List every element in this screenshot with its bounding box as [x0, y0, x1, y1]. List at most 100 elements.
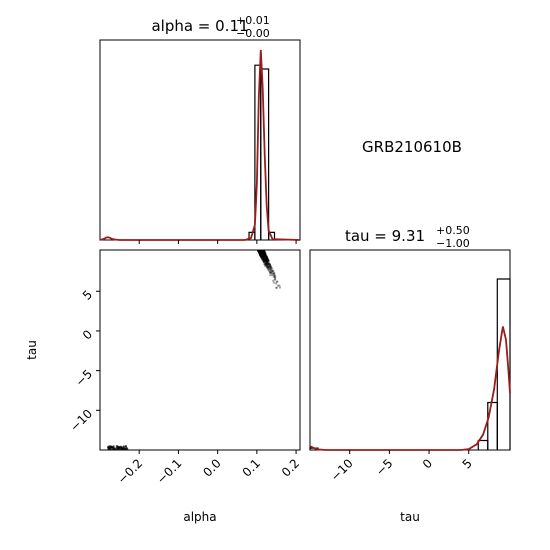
scatter-point — [260, 250, 263, 252]
scatter-point — [123, 448, 126, 450]
scatter-point — [260, 250, 263, 252]
scatter-point — [124, 448, 127, 450]
scatter-point — [258, 250, 261, 252]
scatter-point — [116, 448, 120, 450]
scatter-point — [261, 254, 264, 257]
scatter-point — [257, 250, 260, 253]
scatter-point — [258, 250, 261, 253]
scatter-point — [258, 250, 261, 252]
scatter-point — [259, 254, 263, 257]
scatter-point — [266, 257, 269, 260]
scatter-point — [265, 259, 268, 262]
scatter-point — [260, 253, 263, 256]
tau-x-axis-label: tau — [400, 510, 420, 524]
scatter-point — [261, 250, 264, 253]
scatter-point — [107, 446, 110, 449]
scatter-point — [115, 445, 119, 448]
scatter-point — [116, 447, 119, 450]
scatter-point — [263, 254, 266, 257]
scatter-point — [261, 250, 265, 253]
scatter-point — [266, 259, 269, 262]
scatter-point — [258, 250, 261, 253]
scatter-point — [264, 260, 267, 263]
scatter-point — [108, 445, 111, 448]
scatter-point — [265, 258, 268, 261]
scatter-point — [261, 250, 264, 253]
scatter-point — [107, 445, 110, 449]
scatter-point — [266, 263, 269, 266]
scatter-point — [260, 253, 263, 256]
scatter-point — [262, 251, 265, 254]
scatter-point — [262, 253, 265, 256]
scatter-point — [258, 250, 261, 252]
scatter-point — [265, 256, 268, 259]
scatter-point — [262, 254, 265, 257]
scatter-point — [262, 252, 266, 255]
scatter-point — [261, 253, 264, 256]
scatter-point — [117, 445, 120, 448]
scatter-point — [258, 250, 261, 252]
scatter-point — [263, 254, 266, 257]
scatter-point — [260, 250, 263, 252]
scatter-point — [257, 250, 260, 252]
scatter-point — [262, 250, 265, 252]
scatter-point — [260, 255, 263, 259]
scatter-point — [258, 250, 261, 252]
scatter-point — [257, 250, 260, 252]
scatter-point — [258, 252, 261, 255]
scatter-point — [267, 262, 270, 265]
scatter-point — [262, 250, 265, 253]
scatter-point — [262, 251, 265, 254]
scatter-point — [259, 250, 263, 253]
scatter-point — [263, 261, 266, 264]
scatter-point — [266, 259, 269, 262]
scatter-point — [259, 252, 262, 255]
scatter-point — [257, 250, 260, 252]
scatter-point — [260, 250, 263, 253]
scatter-point — [259, 250, 262, 252]
scatter-point — [260, 254, 263, 257]
scatter-point — [112, 444, 115, 448]
scatter-point — [117, 447, 120, 450]
scatter-point — [262, 253, 265, 256]
scatter-point — [260, 251, 263, 255]
scatter-point — [260, 254, 263, 257]
scatter-point — [257, 250, 260, 253]
scatter-point — [259, 250, 262, 252]
scatter-point — [124, 445, 127, 448]
scatter-point — [261, 253, 265, 256]
scatter-point — [106, 445, 110, 448]
scatter-point — [259, 250, 262, 252]
scatter-point — [261, 253, 264, 256]
scatter-point — [259, 250, 262, 252]
scatter-point — [263, 255, 266, 258]
scatter-point — [265, 258, 268, 261]
scatter-point — [257, 250, 260, 252]
scatter-point — [264, 253, 267, 257]
scatter-point — [258, 253, 262, 256]
scatter-point — [261, 253, 264, 257]
scatter-point — [257, 250, 260, 253]
scatter-point — [260, 250, 263, 252]
scatter-point — [261, 250, 264, 252]
scatter-point — [265, 265, 268, 269]
scatter-point — [258, 251, 261, 254]
scatter-point — [266, 258, 270, 261]
scatter-point — [108, 448, 112, 450]
scatter-point — [264, 254, 267, 258]
scatter-point — [267, 260, 270, 263]
scatter-point — [263, 258, 266, 261]
scatter-point — [259, 251, 263, 254]
scatter-point — [263, 252, 266, 255]
scatter-point — [265, 255, 268, 258]
scatter-point — [274, 276, 277, 279]
scatter-point — [262, 250, 265, 252]
scatter-point — [258, 252, 261, 255]
scatter-point — [262, 250, 265, 252]
scatter-point — [121, 447, 124, 450]
scatter-point — [111, 445, 114, 448]
scatter-point — [265, 263, 268, 266]
scatter-point — [257, 250, 260, 252]
scatter-point — [268, 263, 271, 266]
scatter-point — [261, 250, 264, 253]
